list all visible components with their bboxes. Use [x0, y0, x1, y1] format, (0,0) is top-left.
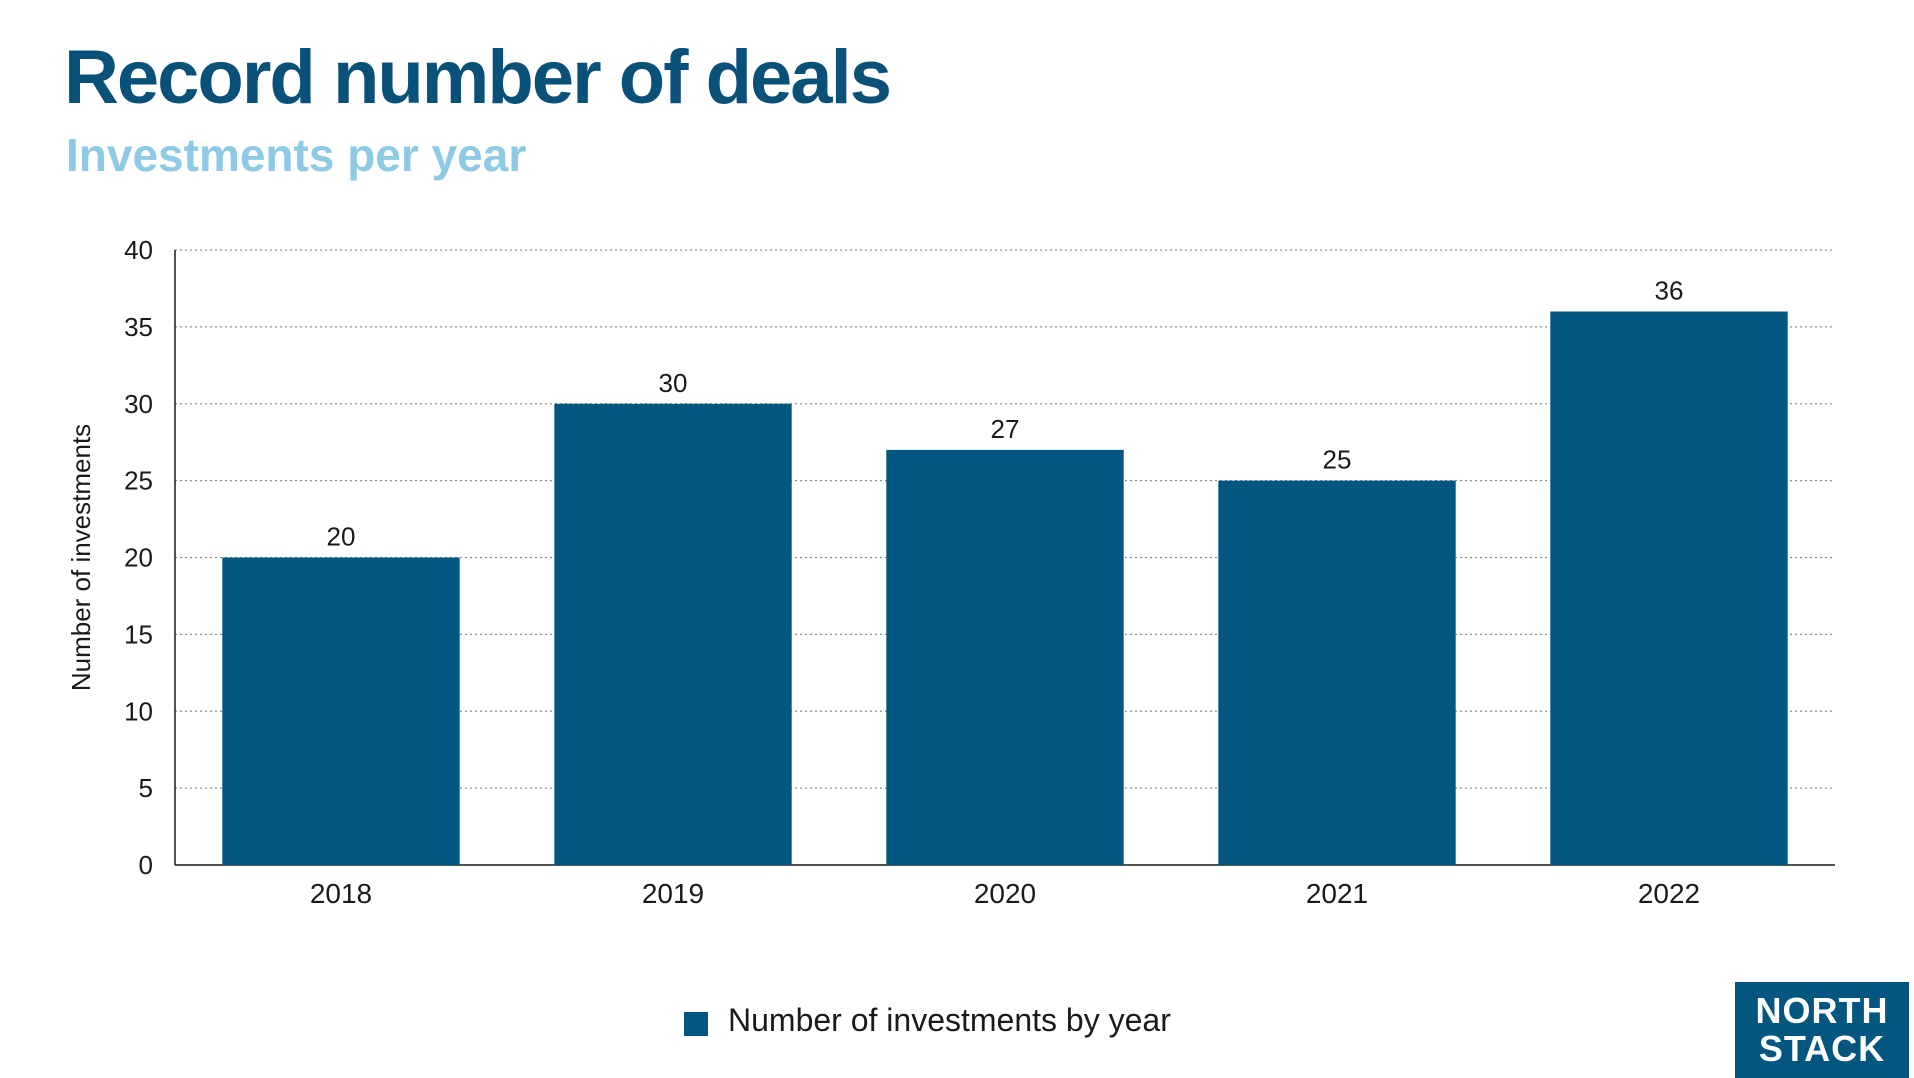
- data-label-2018: 20: [327, 522, 356, 552]
- legend-label: Number of investments by year: [728, 1002, 1171, 1038]
- y-tick-label: 25: [124, 466, 153, 496]
- logo-line-2: STACK: [1758, 1028, 1886, 1069]
- x-tick-label-2022: 2022: [1638, 878, 1700, 909]
- x-tick-label-2020: 2020: [974, 878, 1036, 909]
- y-tick-label: 0: [139, 850, 153, 880]
- labels-layer: 0 5 10 15 20 25 30 35 40 20 2018 30 2019 27 2020 25 2021…: [124, 235, 1700, 909]
- x-tick-label-2018: 2018: [310, 878, 372, 909]
- data-label-2021: 25: [1323, 445, 1352, 475]
- bar-2019: [554, 403, 792, 865]
- data-label-2022: 36: [1655, 276, 1684, 306]
- chart-subtitle: Investments per year: [66, 129, 527, 181]
- y-tick-label: 5: [139, 773, 153, 803]
- data-label-2019: 30: [659, 368, 688, 398]
- north-stack-logo: NORTH STACK: [1735, 982, 1909, 1078]
- y-tick-label: 15: [124, 619, 153, 649]
- data-label-2020: 27: [991, 414, 1020, 444]
- bar-2021: [1218, 480, 1456, 865]
- bar-2018: [222, 557, 460, 865]
- legend: Number of investments by year: [684, 1002, 1171, 1039]
- bar-2022: [1550, 311, 1788, 865]
- bars-layer: [222, 311, 1788, 865]
- bar-chart: 0 5 10 15 20 25 30 35 40 20 2018 30 2019 27 2020 25 2021…: [66, 235, 1835, 909]
- legend-swatch: [684, 1011, 708, 1036]
- y-axis-label: Number of investments: [66, 424, 96, 691]
- x-tick-label-2021: 2021: [1306, 878, 1368, 909]
- chart-title: Record number of deals: [64, 35, 892, 120]
- y-tick-label: 30: [124, 389, 153, 419]
- x-tick-label-2019: 2019: [642, 878, 704, 909]
- y-tick-label: 20: [124, 543, 153, 573]
- y-tick-label: 35: [124, 312, 153, 342]
- y-tick-label: 10: [124, 696, 153, 726]
- y-tick-label: 40: [124, 235, 153, 265]
- logo-line-1: NORTH: [1755, 990, 1889, 1031]
- bar-2020: [886, 449, 1124, 865]
